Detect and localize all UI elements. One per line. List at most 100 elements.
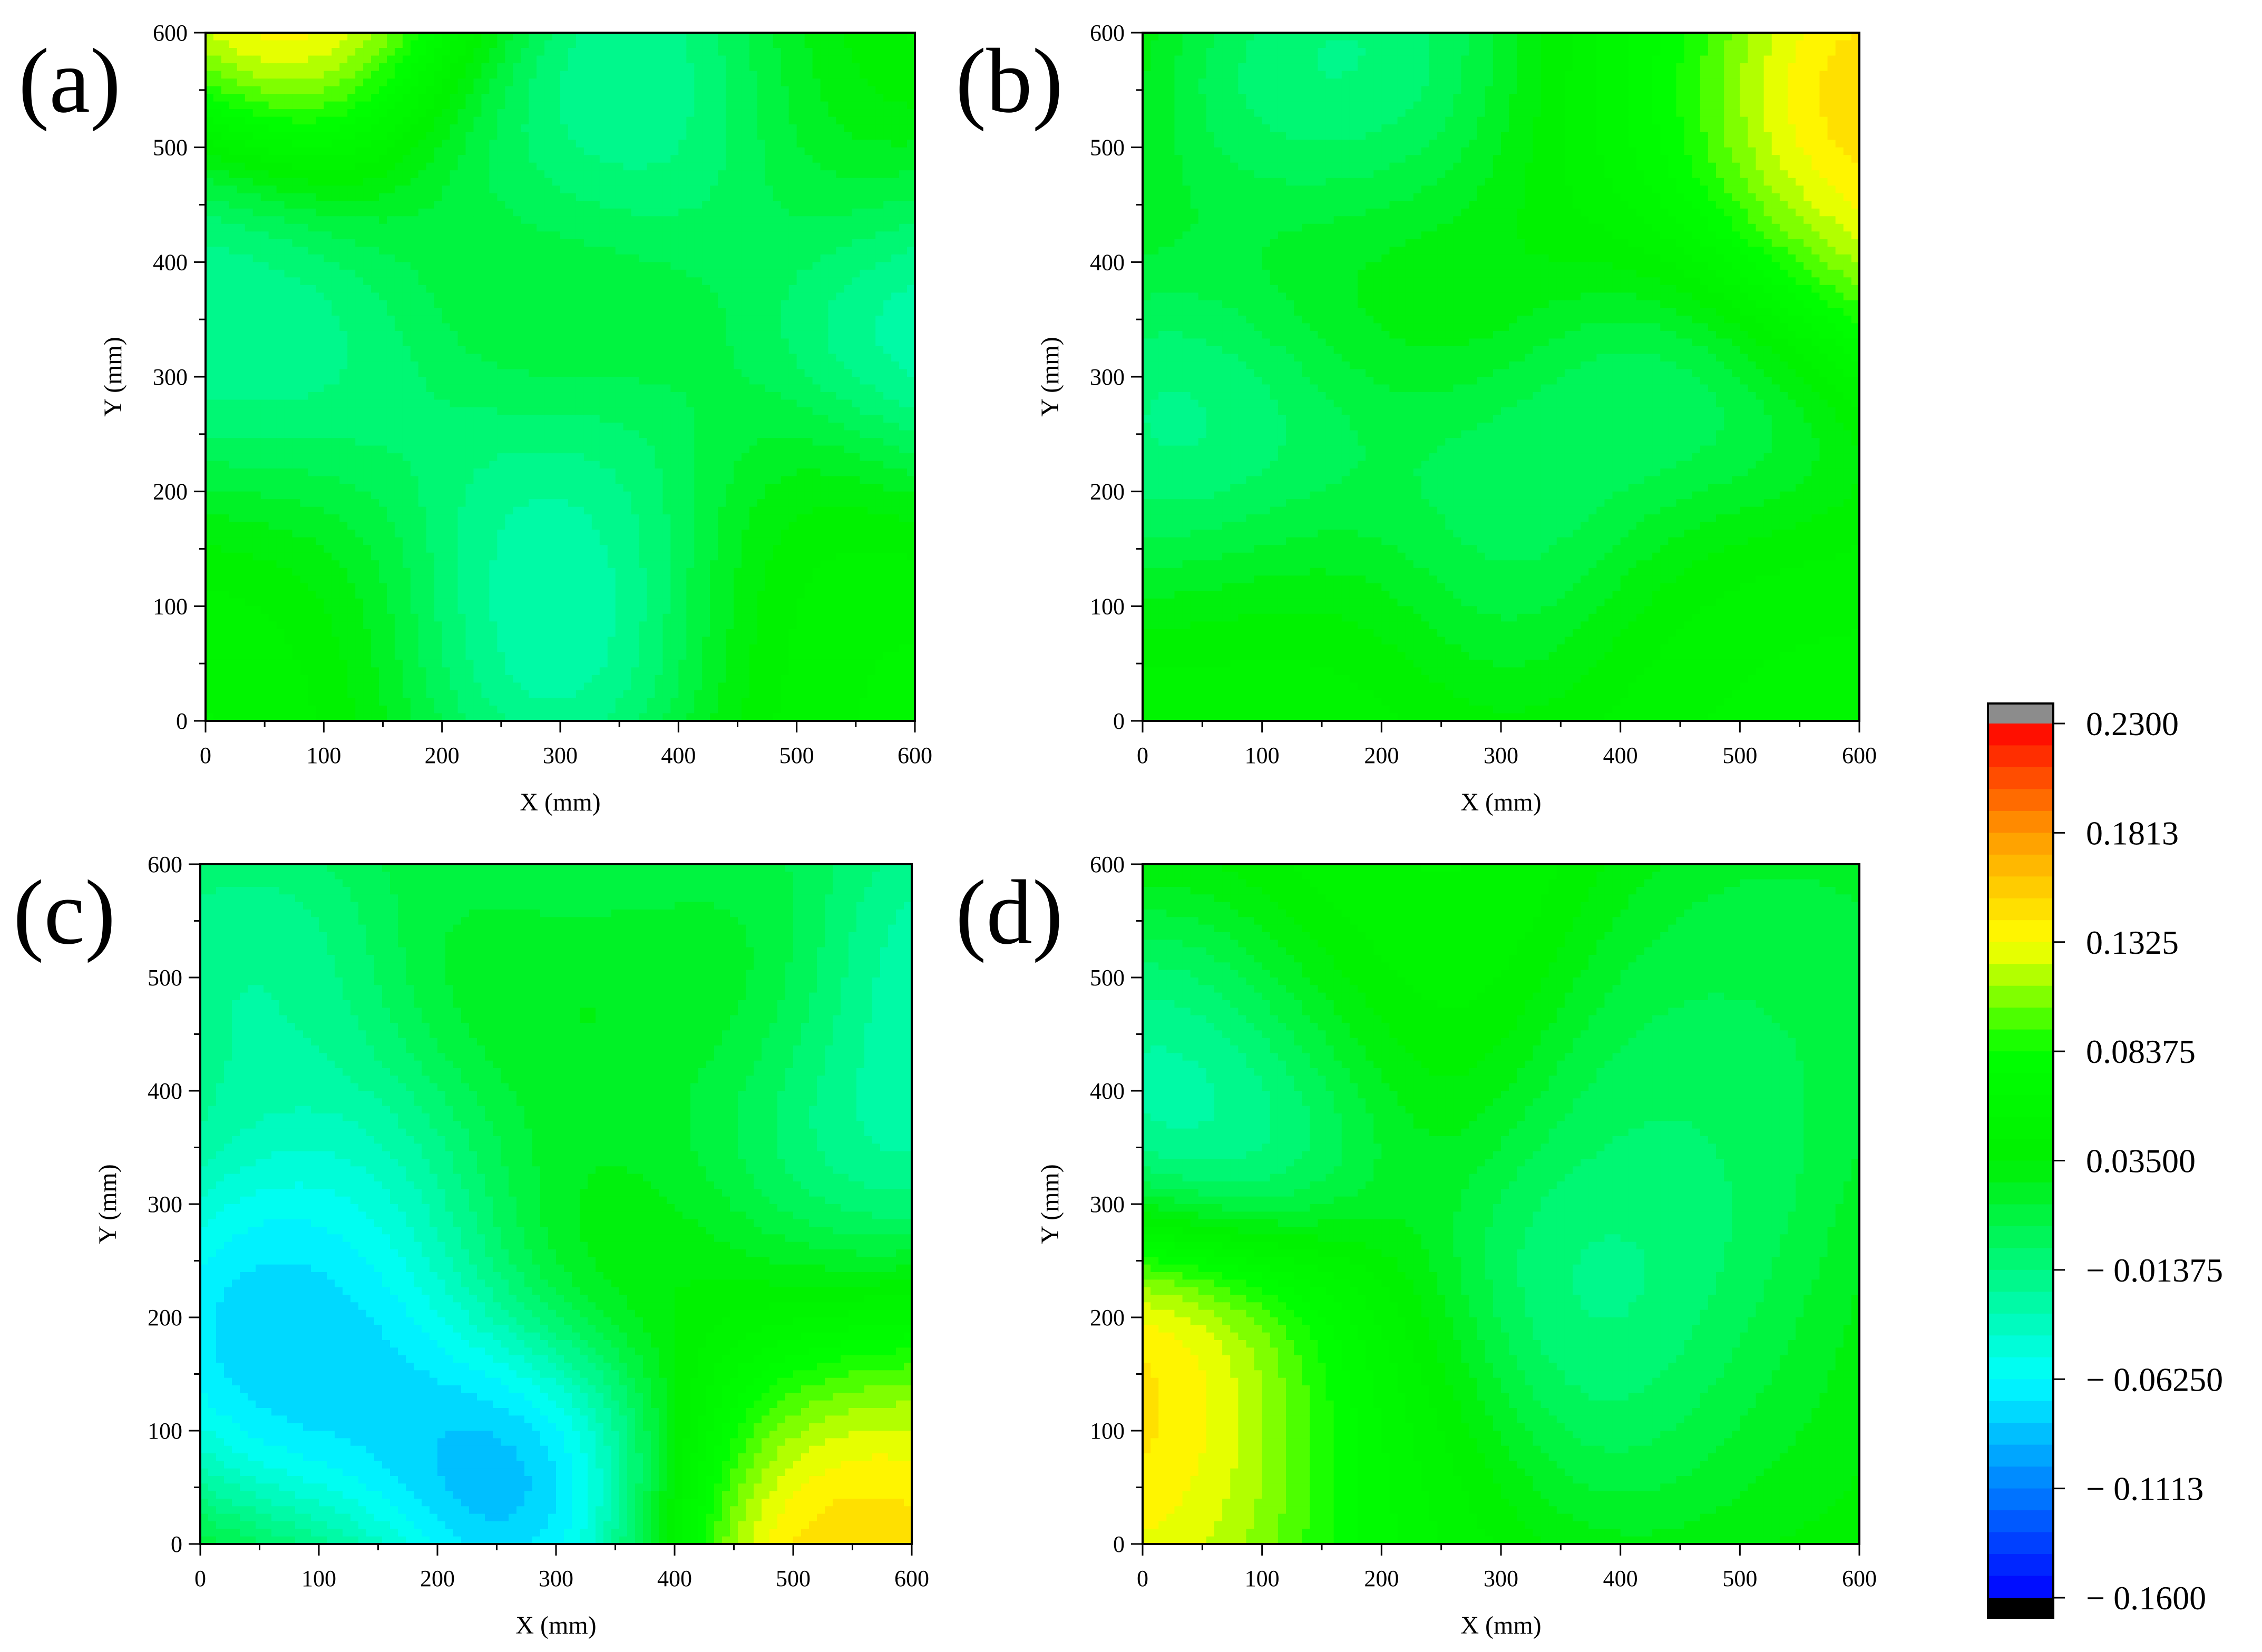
contour-cell — [616, 285, 624, 293]
contour-cell — [355, 209, 364, 217]
contour-cell — [560, 346, 569, 354]
contour-cell — [473, 247, 482, 255]
contour-cell — [576, 706, 584, 713]
contour-cell — [529, 522, 537, 530]
contour-cell — [600, 331, 608, 339]
contour-cell — [237, 560, 246, 568]
contour-cell — [245, 79, 253, 86]
contour-cell — [426, 140, 435, 148]
contour-cell — [450, 377, 459, 385]
contour-cell — [481, 63, 490, 71]
contour-cell — [403, 308, 411, 316]
contour-cell — [434, 438, 443, 446]
contour-cell — [576, 292, 584, 300]
contour-cell — [403, 377, 411, 385]
contour-cell — [379, 560, 387, 568]
contour-cell — [355, 667, 364, 675]
contour-cell — [497, 124, 505, 132]
contour-cell — [489, 163, 498, 171]
contour-cell — [497, 262, 505, 270]
contour-cell — [316, 86, 324, 94]
contour-cell — [418, 499, 427, 507]
contour-cell — [631, 499, 640, 507]
contour-cell — [608, 492, 616, 500]
contour-cell — [331, 698, 340, 706]
contour-cell — [584, 644, 592, 652]
contour-cell — [458, 109, 466, 117]
contour-cell — [316, 599, 324, 607]
contour-cell — [537, 178, 545, 186]
contour-cell — [379, 255, 387, 262]
contour-cell — [285, 86, 293, 94]
contour-cell — [552, 323, 561, 331]
contour-cell — [473, 667, 482, 675]
contour-cell — [371, 492, 379, 500]
contour-cell — [339, 492, 348, 500]
contour-cell — [568, 193, 577, 201]
contour-cell — [552, 438, 561, 446]
contour-cell — [355, 300, 364, 308]
contour-cell — [568, 682, 577, 690]
contour-cell — [245, 682, 253, 690]
contour-cell — [450, 706, 459, 713]
contour-cell — [544, 698, 553, 706]
contour-cell — [300, 346, 308, 354]
contour-cell — [324, 583, 332, 591]
contour-cell — [608, 514, 616, 522]
contour-cell — [300, 270, 308, 278]
contour-cell — [277, 56, 285, 64]
contour-cell — [450, 606, 459, 614]
contour-cell — [450, 132, 459, 140]
contour-cell — [568, 124, 577, 132]
contour-cell — [331, 407, 340, 415]
contour-cell — [442, 591, 451, 599]
contour-cell — [616, 499, 624, 507]
contour-cell — [292, 499, 301, 507]
contour-cell — [568, 568, 577, 576]
contour-cell — [269, 660, 277, 668]
contour-cell — [292, 140, 301, 148]
contour-cell — [221, 86, 230, 94]
contour-cell — [245, 492, 253, 500]
contour-cell — [418, 400, 427, 408]
contour-cell — [308, 48, 316, 56]
contour-cell — [331, 530, 340, 537]
contour-cell — [387, 323, 395, 331]
contour-cell — [458, 292, 466, 300]
contour-cell — [411, 385, 419, 393]
contour-cell — [521, 292, 529, 300]
contour-cell — [379, 86, 387, 94]
contour-cell — [623, 94, 632, 102]
contour-cell — [300, 423, 308, 431]
contour-cell — [600, 652, 608, 660]
contour-cell — [411, 568, 419, 576]
contour-cell — [387, 468, 395, 476]
contour-cell — [418, 56, 427, 64]
contour-cell — [442, 216, 451, 224]
contour-cell — [584, 308, 592, 316]
contour-cell — [505, 568, 513, 576]
contour-cell — [505, 644, 513, 652]
contour-cell — [560, 216, 569, 224]
contour-cell — [206, 606, 214, 614]
contour-cell — [245, 698, 253, 706]
contour-cell — [347, 48, 356, 56]
contour-cell — [387, 86, 395, 94]
contour-cell — [450, 346, 459, 354]
contour-cell — [355, 468, 364, 476]
contour-cell — [537, 270, 545, 278]
contour-cell — [616, 292, 624, 300]
contour-cell — [481, 553, 490, 561]
contour-cell — [355, 637, 364, 644]
contour-cell — [505, 41, 513, 48]
contour-cell — [347, 423, 356, 431]
contour-cell — [300, 86, 308, 94]
contour-cell — [600, 346, 608, 354]
contour-cell — [473, 392, 482, 400]
contour-cell — [521, 698, 529, 706]
contour-cell — [277, 33, 285, 41]
contour-cell — [434, 170, 443, 178]
contour-cell — [339, 514, 348, 522]
contour-cell — [584, 155, 592, 163]
contour-cell — [608, 354, 616, 361]
